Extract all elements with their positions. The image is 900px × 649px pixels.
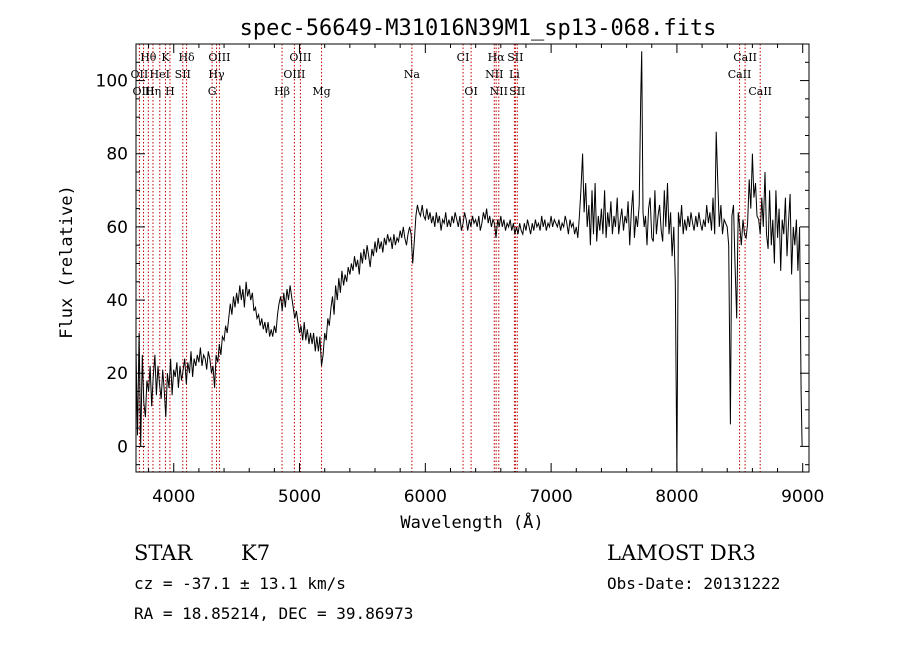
line-label-19: Hη xyxy=(145,85,161,98)
line-label-4: OIII xyxy=(289,51,311,64)
x-tick-label: 5000 xyxy=(278,487,321,507)
y-axis-label: Flux (relative) xyxy=(57,185,77,339)
x-tick-label: 9000 xyxy=(781,487,824,507)
line-label-17: CaII xyxy=(728,68,752,81)
chart-title: spec-56649-M31016N39M1_sp13-068.fits xyxy=(240,16,717,41)
line-label-0: Hθ xyxy=(140,51,157,64)
axis-ticks: 4000 5000 6000 7000 8000 9000 0 20 40 60 80 100 xyxy=(96,44,824,507)
line-label-23: Mg xyxy=(312,85,330,98)
line-label-26: SII xyxy=(509,85,525,98)
spectral-line-markers xyxy=(138,44,761,472)
line-label-27: CaII xyxy=(748,85,772,98)
sky-coordinates: RA = 18.85214, DEC = 39.86973 xyxy=(134,604,413,623)
line-label-6: Hα xyxy=(488,51,506,64)
y-tick-label: 20 xyxy=(106,364,128,384)
line-label-16: Li xyxy=(509,68,520,81)
line-label-7: SII xyxy=(507,51,523,64)
spectrum-line xyxy=(135,51,803,473)
x-tick-label: 8000 xyxy=(655,487,698,507)
observation-date: Obs-Date: 20131222 xyxy=(607,574,780,593)
line-label-8: CaII xyxy=(733,51,757,64)
line-label-15: NII xyxy=(485,68,503,81)
y-tick-label: 100 xyxy=(96,72,128,92)
object-subclass: K7 xyxy=(241,541,270,565)
y-tick-label: 80 xyxy=(106,145,128,165)
line-label-21: G xyxy=(208,85,217,98)
line-label-3: OIII xyxy=(208,51,230,64)
x-tick-label: 4000 xyxy=(152,487,195,507)
y-tick-label: 60 xyxy=(106,218,128,238)
plot-frame xyxy=(135,43,810,473)
line-label-20: H xyxy=(165,85,175,98)
line-label-2: Hδ xyxy=(178,51,195,64)
x-tick-label: 6000 xyxy=(404,487,447,507)
line-label-9: OII xyxy=(131,68,149,81)
line-label-10: HeI xyxy=(150,68,170,81)
redshift-velocity: cz = -37.1 ± 13.1 km/s xyxy=(134,574,346,593)
line-label-24: OI xyxy=(464,85,477,98)
line-label-25: NII xyxy=(490,85,508,98)
line-label-12: Hγ xyxy=(208,68,225,81)
line-label-13: OIII xyxy=(283,68,305,81)
y-tick-label: 40 xyxy=(106,291,128,311)
survey-name: LAMOST DR3 xyxy=(607,541,756,565)
line-label-1: K xyxy=(161,51,170,64)
object-class: STAR xyxy=(134,541,193,565)
line-label-11: SII xyxy=(175,68,191,81)
x-axis-label: Wavelength (Å) xyxy=(400,511,543,533)
line-label-5: CI xyxy=(457,51,470,64)
y-tick-label: 0 xyxy=(117,437,128,457)
line-label-14: Na xyxy=(404,68,421,81)
line-label-18: OIII xyxy=(133,85,155,98)
x-tick-label: 7000 xyxy=(529,487,572,507)
line-label-22: Hβ xyxy=(274,85,290,98)
